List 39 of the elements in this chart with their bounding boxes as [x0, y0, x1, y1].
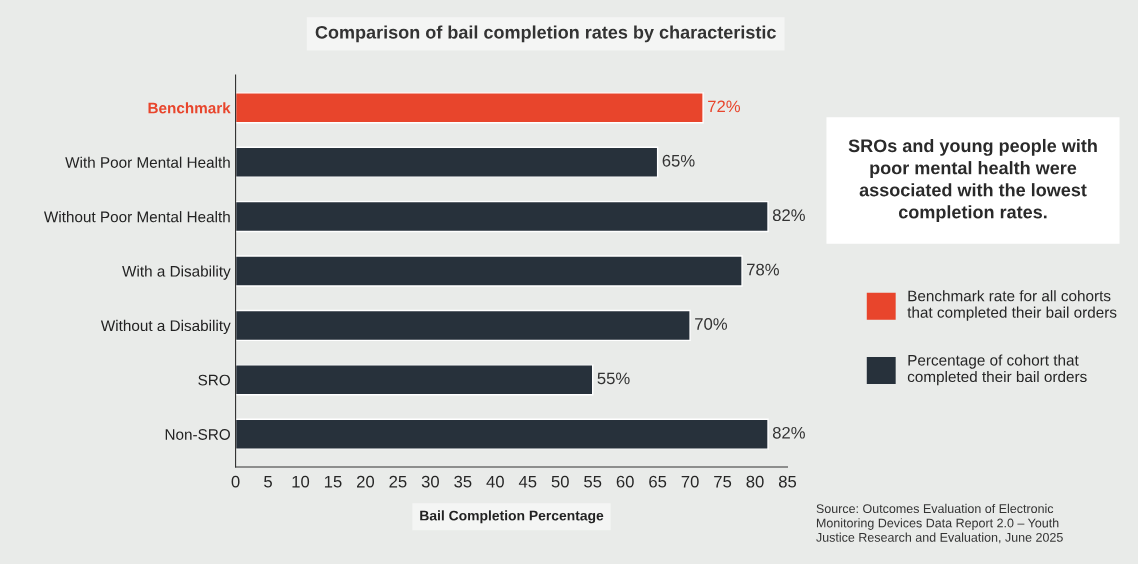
data-label: 78%: [747, 263, 779, 276]
text: SROs and young people with poor mental health were associated with the lowest completion rates.: [848, 138, 1097, 223]
x-tick-label: 25: [389, 475, 407, 488]
data-label: 55%: [597, 372, 630, 385]
y-tick-label: Without a Disability: [100, 319, 231, 335]
x-tick-label: 10: [292, 475, 310, 488]
x-tick-label: 0: [231, 475, 240, 488]
x-tick-label: 30: [421, 475, 439, 488]
x-tick-label: 75: [714, 475, 732, 488]
legend-label: Benchmark rate for all cohorts that completed their bail orders: [907, 290, 1117, 321]
data-label: 65%: [662, 154, 695, 167]
data-label: 72%: [708, 100, 741, 113]
y-tick-label: With a Disability: [122, 265, 231, 280]
x-tick-label: 5: [264, 475, 272, 488]
x-tick-label: 80: [746, 475, 764, 488]
y-tick-label: Without Poor Mental Health: [43, 211, 230, 223]
x-tick-label: 20: [357, 475, 375, 488]
y-tick-label: SRO: [198, 374, 230, 386]
x-tick-label: 55: [584, 475, 602, 488]
y-tick-label: Benchmark: [148, 102, 231, 114]
chart-title: Comparison of bail completion rates by characteristic: [315, 25, 776, 43]
y-tick-label: With Poor Mental Health: [65, 156, 230, 168]
source-note: Source: Outcomes Evaluation of Electronic Monitoring Devices Data Report 2.0 – Youth Justice Research and Evaluation, June 2025: [816, 503, 1063, 544]
data-label: 82%: [772, 209, 805, 222]
y-tick-label: Non-SRO: [165, 429, 230, 440]
x-tick-label: 40: [486, 475, 504, 488]
x-tick-label: 45: [518, 475, 537, 488]
bar: [235, 92, 704, 124]
x-axis-title: Bail Completion Percentage: [420, 510, 604, 524]
x-tick-label: 15: [324, 475, 342, 488]
data-label: 82%: [772, 426, 805, 439]
x-tick-label: 60: [616, 475, 634, 488]
x-tick-label: 50: [551, 475, 569, 488]
x-tick-label: 35: [454, 475, 472, 488]
x-tick-label: 65: [649, 475, 667, 488]
x-tick-label: 85: [778, 475, 797, 488]
legend-label: Percentage of cohort that completed their bail orders: [907, 354, 1087, 386]
x-tick-label: 70: [681, 475, 699, 488]
data-label: 70%: [695, 318, 728, 330]
